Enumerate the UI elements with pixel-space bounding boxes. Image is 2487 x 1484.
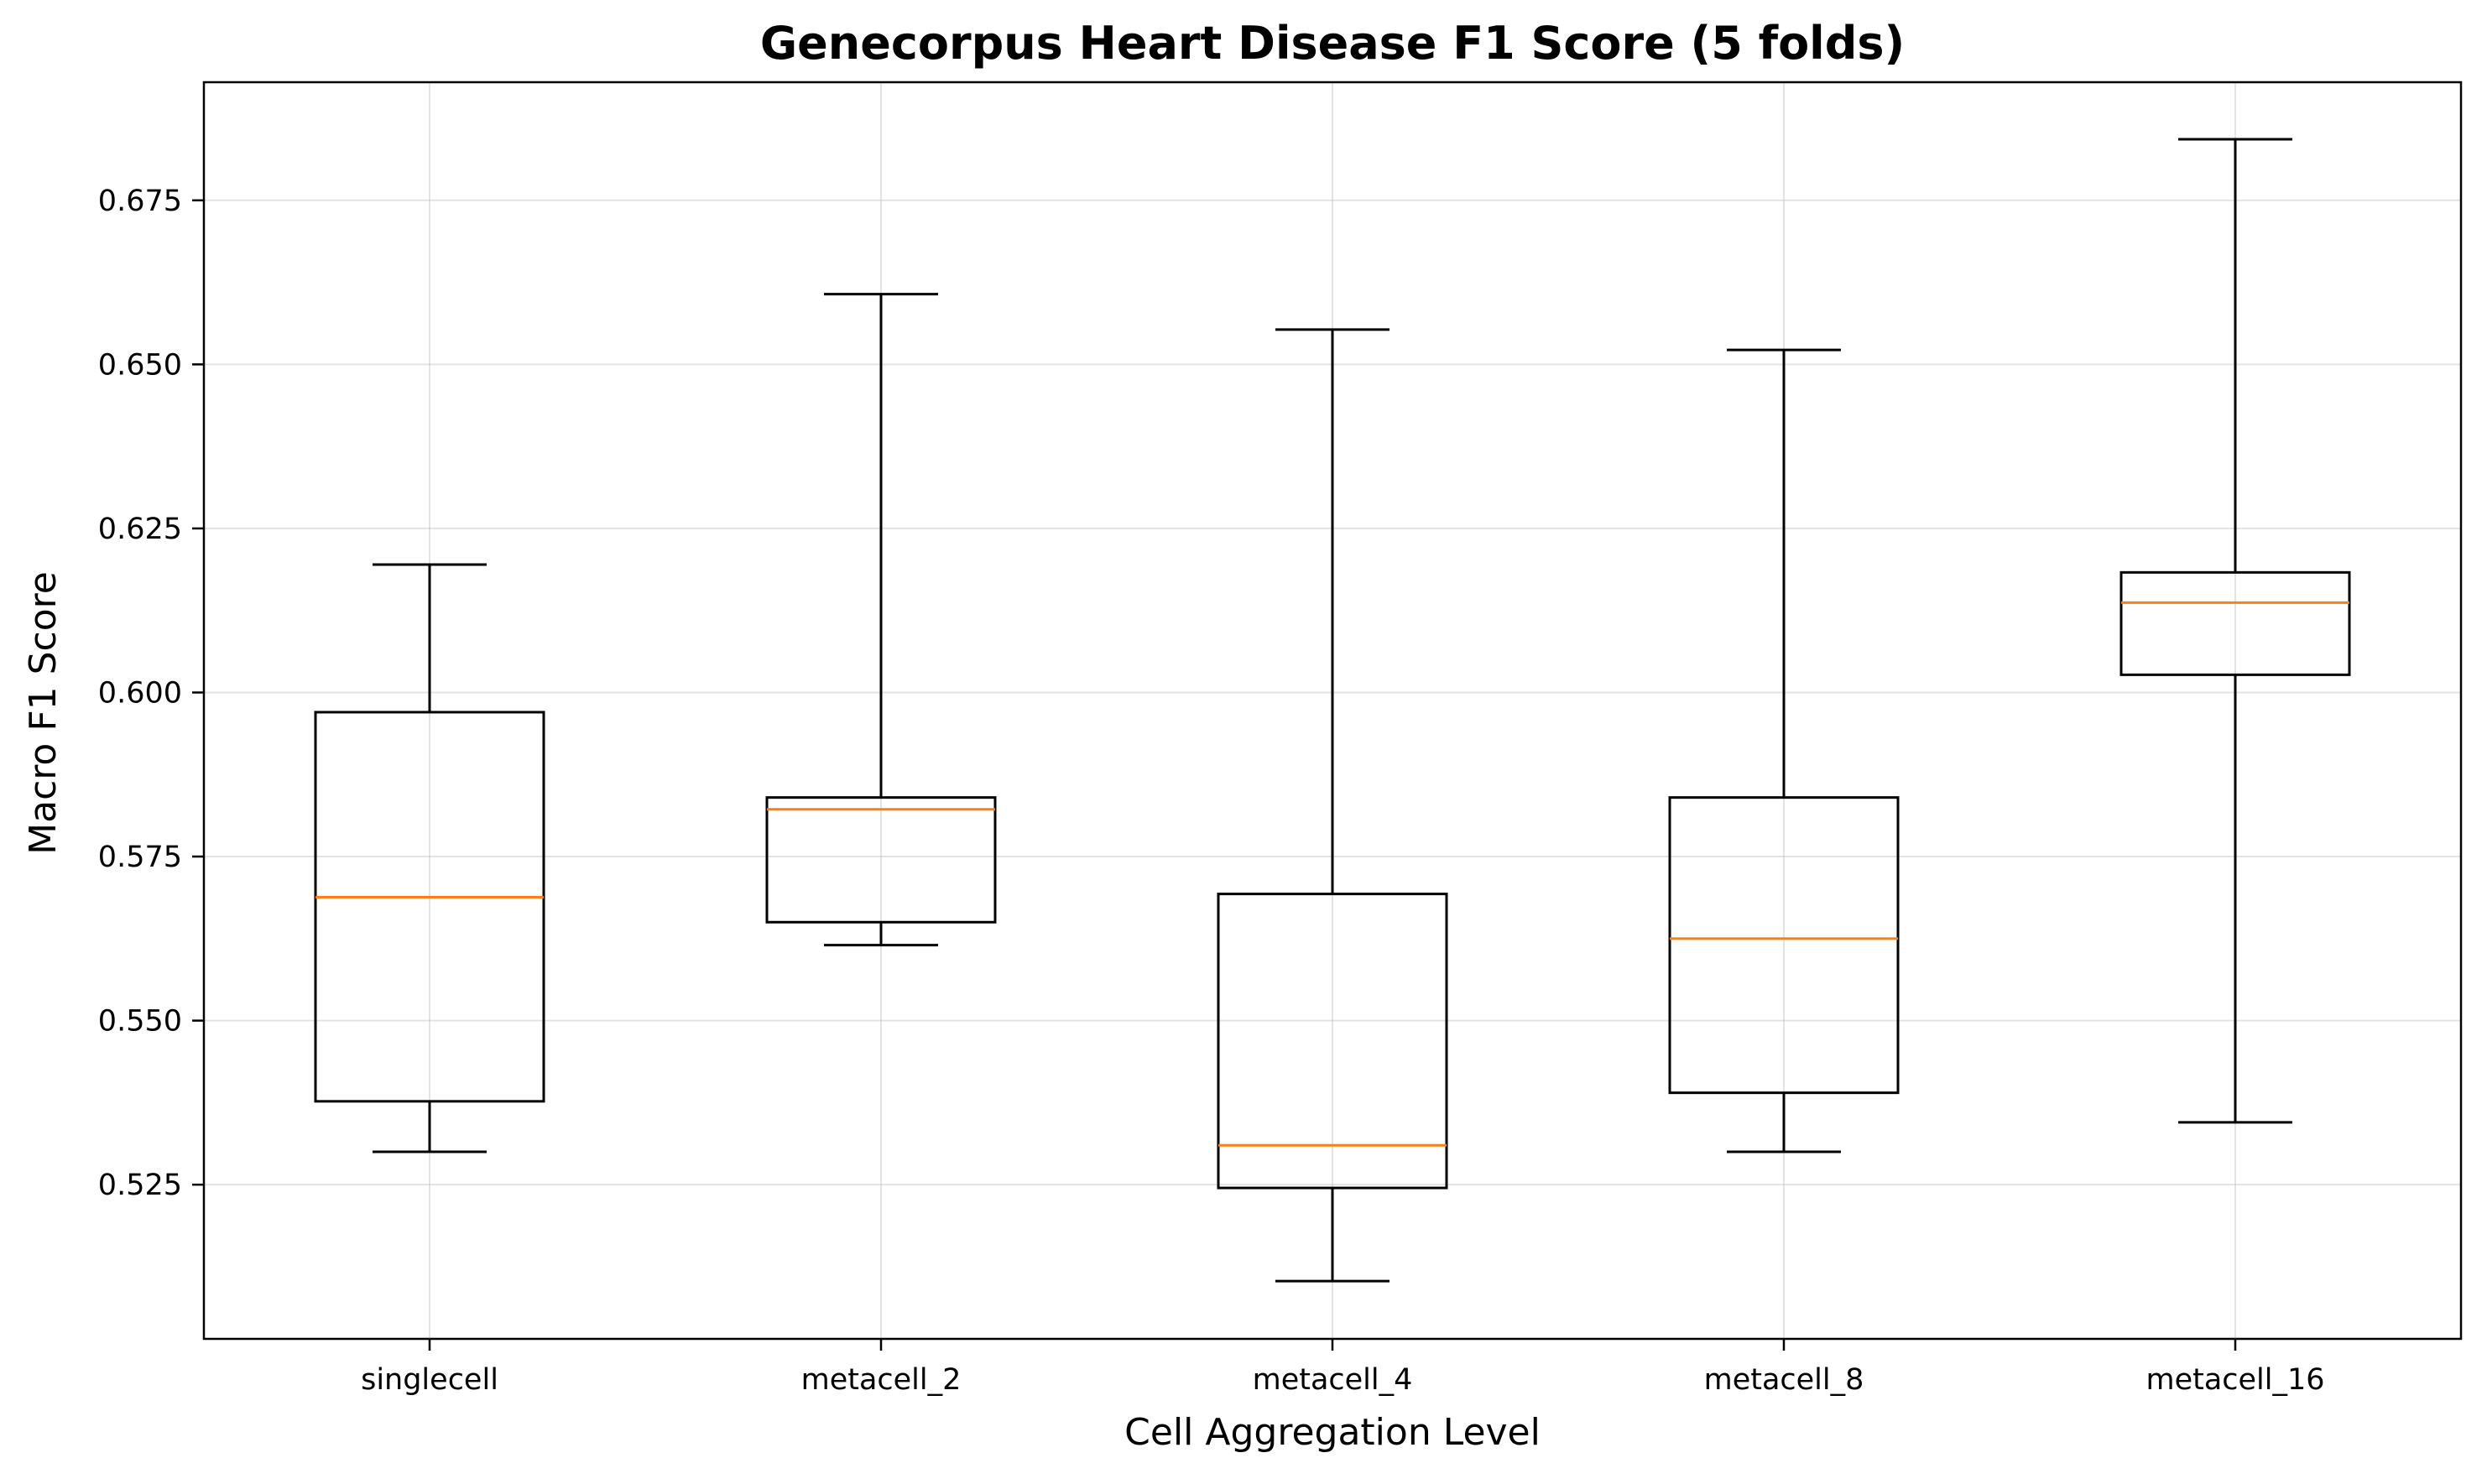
box-metacell_4 <box>1217 328 1448 1283</box>
boxes <box>314 138 2351 1283</box>
box-metacell_2 <box>765 293 997 947</box>
y-tick-label: 0.650 <box>98 348 182 382</box>
box-singlecell <box>314 563 545 1153</box>
x-tick-label: metacell_2 <box>801 1363 962 1397</box>
iqr-box <box>1668 796 1900 1095</box>
y-tick-label: 0.625 <box>98 513 182 546</box>
box-metacell_8 <box>1668 348 1900 1153</box>
box-metacell_16 <box>2119 138 2351 1124</box>
iqr-box <box>1217 893 1448 1190</box>
plot-frame <box>202 81 2463 1341</box>
chart-title: Genecorpus Heart Disease F1 Score (5 fol… <box>760 17 1905 70</box>
y-tick-label: 0.675 <box>98 185 182 218</box>
x-tick-label: metacell_16 <box>2145 1363 2324 1397</box>
x-tick-label: metacell_4 <box>1253 1363 1413 1397</box>
x-axis-label: Cell Aggregation Level <box>1124 1411 1541 1454</box>
y-tick-label: 0.550 <box>98 1005 182 1039</box>
x-tick-label: singlecell <box>361 1363 498 1397</box>
axis-ticks: 0.525 0.550 0.575 0.600 0.625 0.650 0.675 singl… <box>98 185 2325 1397</box>
x-tick-label: metacell_8 <box>1704 1363 1864 1397</box>
iqr-box <box>2119 570 2351 676</box>
y-axis-label: Macro F1 Score <box>22 571 65 855</box>
y-tick-label: 0.525 <box>98 1169 182 1202</box>
y-tick-label: 0.575 <box>98 841 182 874</box>
iqr-box <box>765 796 997 924</box>
iqr-box <box>314 711 545 1103</box>
y-tick-label: 0.600 <box>98 676 182 710</box>
